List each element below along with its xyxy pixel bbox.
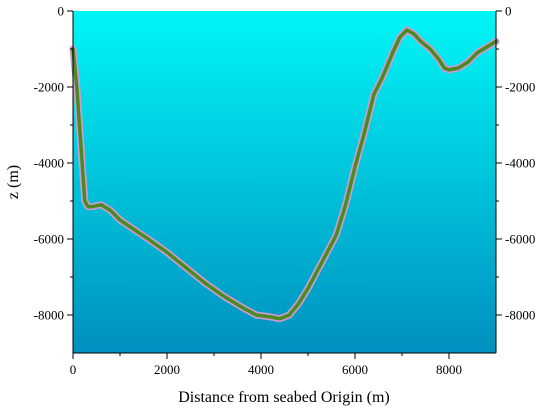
y-tick-label-right: -6000 xyxy=(505,232,535,247)
y-tick-label-left: -6000 xyxy=(34,232,64,247)
x-tick-label: 8000 xyxy=(436,362,462,377)
y-tick-label-right: -2000 xyxy=(505,80,535,95)
y-tick-label-left: -2000 xyxy=(34,80,64,95)
x-tick-label: 0 xyxy=(70,362,77,377)
y-tick-label-right: -8000 xyxy=(505,308,535,323)
chart-axes: 0 2000 4000 6000 8000 0 0 -2000 -2000 -4000 -4000 -… xyxy=(34,4,536,378)
y-tick-label-left: 0 xyxy=(58,4,65,19)
y-tick-label-right: 0 xyxy=(505,4,512,19)
y-tick-label-left: -8000 xyxy=(34,308,64,323)
x-tick-label: 4000 xyxy=(248,362,274,377)
y-tick-label-right: -4000 xyxy=(505,156,535,171)
y-axis-title: z (m) xyxy=(5,165,22,199)
x-tick-label: 6000 xyxy=(342,362,368,377)
seabed-profile-line xyxy=(71,28,498,321)
x-axis-title: Distance from seabed Origin (m) xyxy=(178,389,389,406)
y-tick-label-left: -4000 xyxy=(34,156,64,171)
plot-area-water xyxy=(73,11,496,353)
chart-marks xyxy=(69,26,500,323)
x-tick-label: 2000 xyxy=(154,362,180,377)
